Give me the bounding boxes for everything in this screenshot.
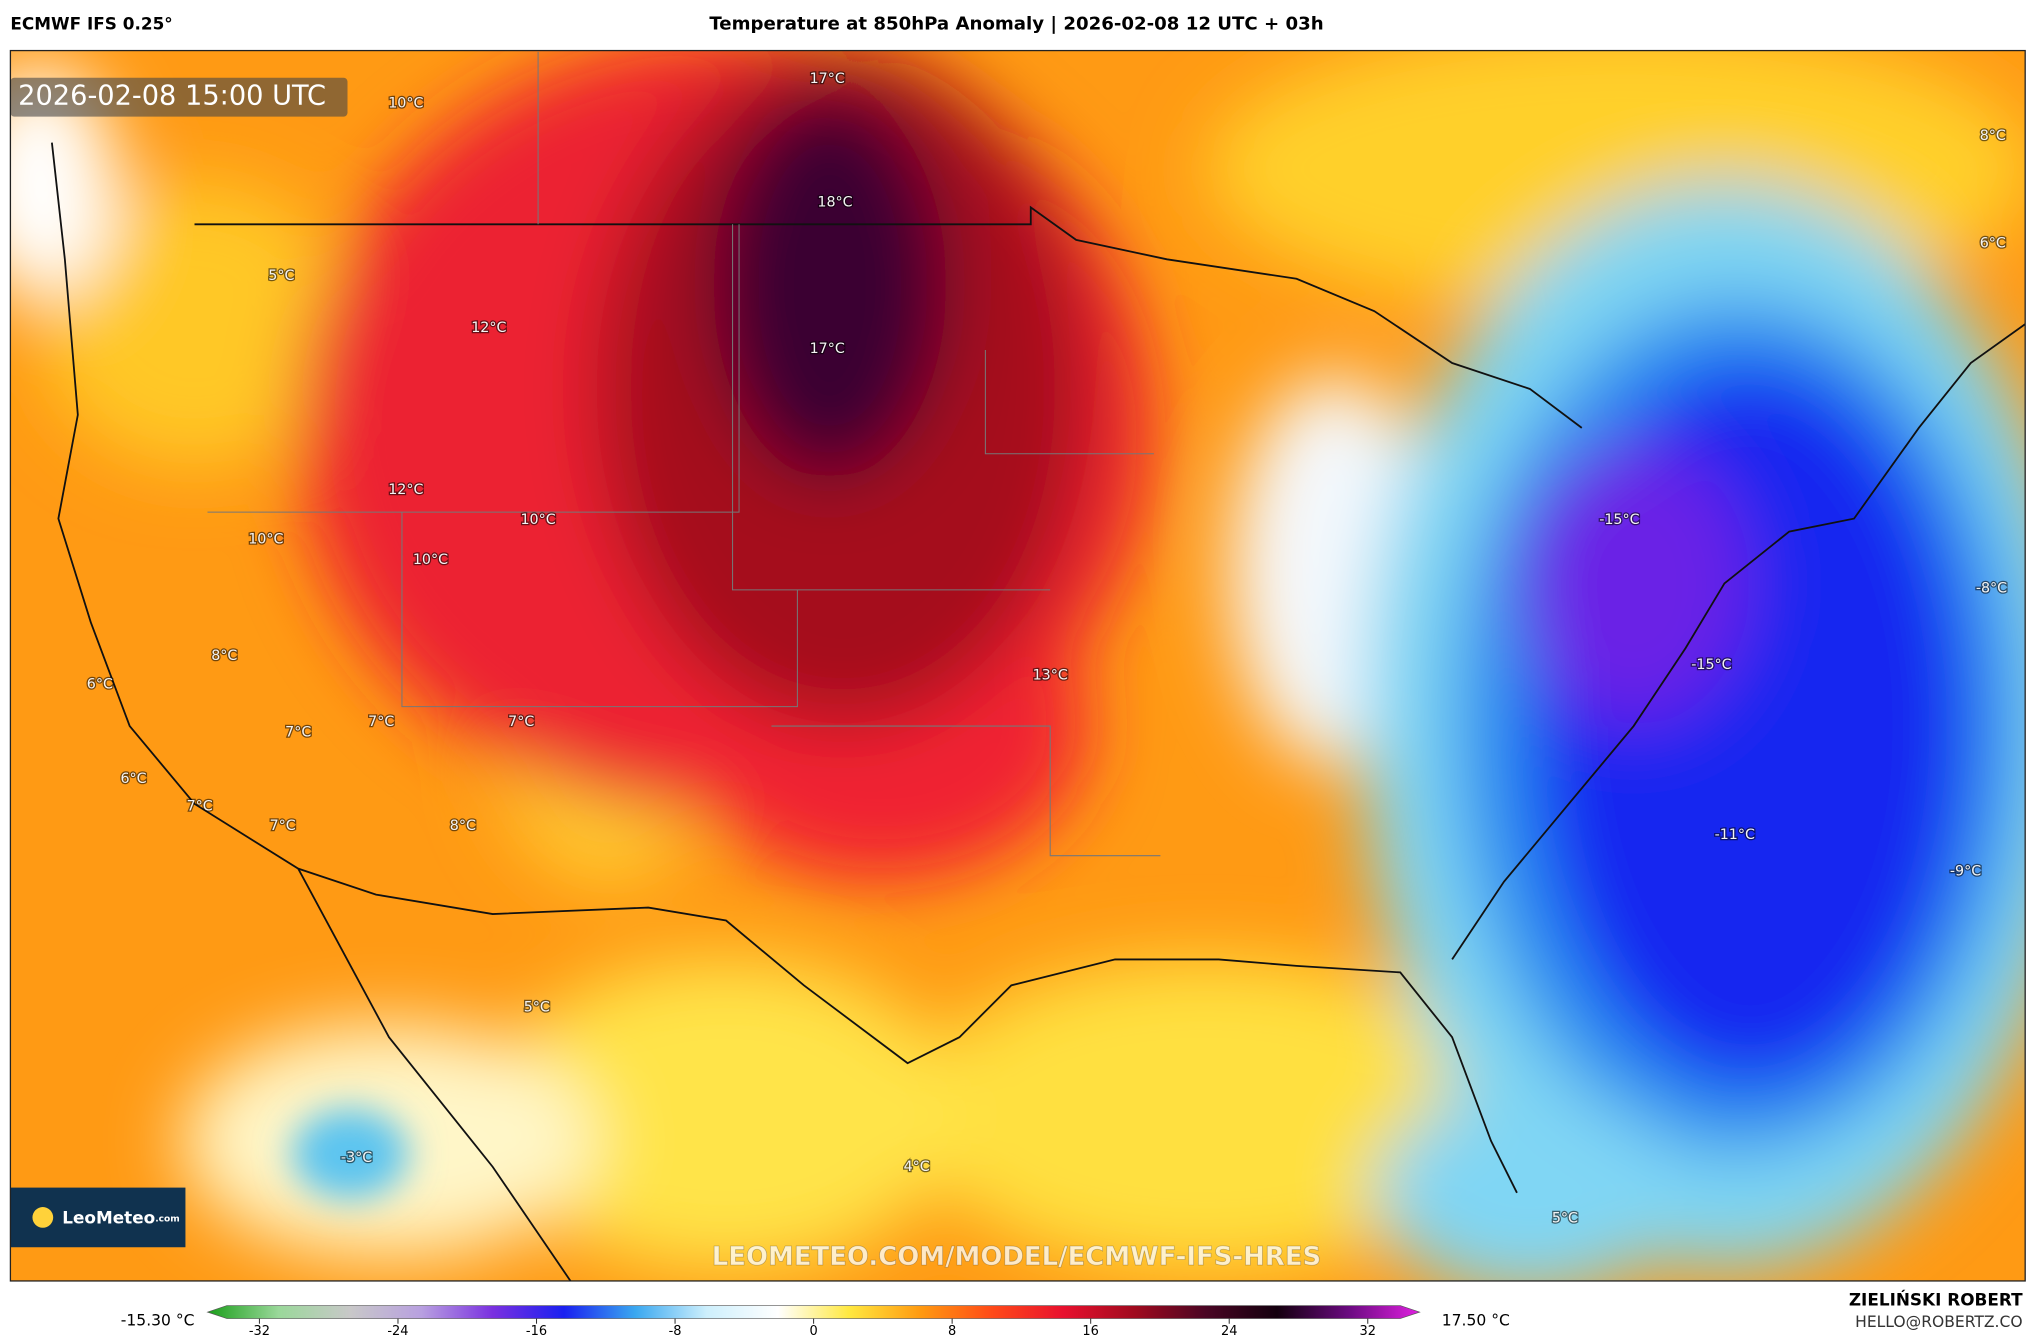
field (1374, 1089, 1686, 1281)
colorbar-max: 17.50 °C (1442, 1312, 1510, 1330)
temperature-label: 6°C (120, 771, 146, 787)
temperature-label: 5°C (524, 999, 550, 1015)
logo-suffix: .com (155, 1214, 179, 1224)
colorbar-tick-label: 24 (1221, 1324, 1237, 1338)
temperature-label: 5°C (1552, 1211, 1578, 1227)
temperature-label: 7°C (285, 725, 311, 741)
map-frame (9, 49, 2026, 1282)
field (492, 959, 960, 1271)
colorbar: -15.30 °C 17.50 °C -32 -24 -16 -8 0 8 16 24 32 (121, 1305, 1510, 1338)
temperature-label: -8°C (1976, 581, 2007, 597)
temperature-label: 4°C (904, 1159, 930, 1175)
temperature-label: 17°C (810, 71, 845, 87)
colorbar-min: -15.30 °C (121, 1312, 195, 1330)
map-labels: 10°C 17°C 18°C 5°C 12°C 17°C 12°C 10°C 10°C 10°C 8… (85, 70, 2008, 1228)
field (713, 90, 947, 480)
map: 10°C 17°C 18°C 5°C 12°C 17°C 12°C 10°C 10°C 10°C 8… (10, 50, 2026, 1281)
map-title: Temperature at 850hPa Anomaly | 2026-02-… (709, 14, 1323, 35)
borders (50, 142, 2026, 1281)
coastline (297, 868, 572, 1281)
border (194, 205, 1583, 429)
temperature-label: 7°C (270, 818, 296, 834)
colorbar-tick-label: 8 (948, 1324, 956, 1338)
logo: LeoMeteo.com (62, 1208, 179, 1228)
colorbar-bar (206, 1305, 1421, 1319)
temperature-label: 10°C (248, 531, 283, 547)
temperature-label: 13°C (1033, 667, 1068, 683)
temperature-label: 12°C (388, 482, 423, 498)
temperature-label: 12°C (471, 320, 506, 336)
field (1516, 440, 1751, 727)
temperature-label: -15°C (1599, 512, 1639, 528)
cold-spot (291, 1108, 409, 1200)
state-line (207, 51, 1161, 857)
temperature-label: 7°C (187, 798, 213, 814)
coastline (50, 142, 1518, 1194)
author: ZIELIŃSKI ROBERT (1849, 1288, 2023, 1309)
temperature-field (10, 50, 2026, 1281)
temperature-label: 8°C (450, 818, 476, 834)
temperature-label: 17°C (810, 341, 845, 357)
colorbar-tick-label: 0 (809, 1324, 817, 1338)
colorbar-tick-label: -16 (526, 1324, 547, 1338)
temperature-label: 10°C (413, 552, 448, 568)
timestamp: 2026-02-08 15:00 UTC (18, 81, 326, 112)
field (907, 959, 1504, 1271)
email: HELLO@ROBERTZ.CO (1855, 1313, 2022, 1331)
logo-name: LeoMeteo (62, 1208, 155, 1228)
colorbar-tick-label: -24 (387, 1324, 408, 1338)
logo-sun (32, 1207, 54, 1228)
watermark: LEOMETEO.COM/MODEL/ECMWF-IFS-HRES (712, 1242, 1321, 1272)
model-name: ECMWF IFS 0.25° (10, 14, 172, 34)
temperature-label: -9°C (1950, 863, 1981, 879)
temperature-label: -11°C (1715, 827, 1755, 843)
temperature-label: 6°C (1980, 236, 2006, 252)
temperature-label: 8°C (1980, 128, 2006, 144)
colorbar-tick-label: 16 (1082, 1324, 1098, 1338)
temperature-label: 18°C (817, 194, 852, 210)
coastline (1451, 323, 2026, 960)
temperature-label: 10°C (520, 512, 555, 528)
temperature-label: 7°C (508, 714, 534, 730)
temperature-label: 8°C (211, 648, 237, 664)
temperature-label: -15°C (1691, 657, 1731, 673)
temperature-label: 10°C (388, 96, 423, 112)
field (38, 181, 351, 467)
temperature-label: 7°C (368, 714, 394, 730)
colorbar-tick-label: -32 (249, 1324, 270, 1338)
temperature-label: -3°C (341, 1150, 372, 1166)
temperature-label: 5°C (268, 268, 294, 284)
colorbar-tick-label: -8 (669, 1324, 682, 1338)
temperature-label: 6°C (87, 677, 113, 693)
field (10, 64, 117, 299)
state-lines (207, 51, 1161, 857)
timestamp-box (10, 77, 348, 117)
colorbar-tick-label: 32 (1360, 1324, 1376, 1338)
